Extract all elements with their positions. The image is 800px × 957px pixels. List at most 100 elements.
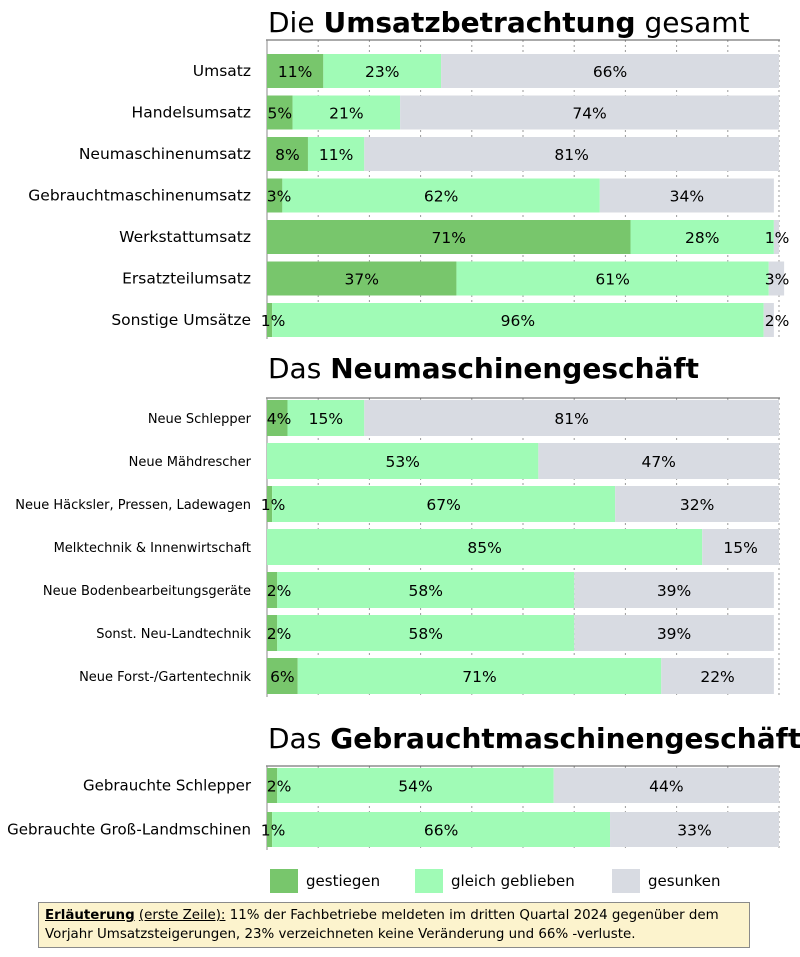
category-label: Melktechnik & Innenwirtschaft: [54, 541, 251, 556]
category-label: Gebrauchte Schlepper: [83, 777, 252, 795]
category-label: Neue Häcksler, Pressen, Ladewagen: [15, 498, 251, 513]
bar-segment-increased: [267, 137, 308, 171]
category-label: Werkstattumsatz: [119, 228, 251, 246]
category-label: Neue Forst-/Gartentechnik: [79, 670, 251, 685]
data-label: 15%: [723, 539, 757, 557]
bar-segment-increased: [267, 486, 273, 522]
bar-segment-increased: [267, 615, 278, 651]
bar-segment-same: [272, 812, 611, 847]
category-label: Sonstige Umsätze: [111, 311, 251, 329]
bar-segment-increased: [267, 400, 288, 436]
data-label: 1%: [765, 229, 790, 247]
category-label: Neue Mähdrescher: [129, 455, 252, 470]
data-label: 11%: [278, 63, 312, 81]
bar-segment-decreased: [661, 658, 774, 694]
legend-swatch-increased: [270, 869, 298, 893]
data-label: 2%: [267, 778, 292, 796]
category-label: Neumaschinenumsatz: [79, 145, 251, 163]
bar-segment-increased: [267, 178, 283, 213]
data-label: 11%: [319, 146, 353, 164]
data-label: 53%: [385, 453, 419, 471]
bar-segment-decreased: [400, 95, 779, 130]
data-label: 32%: [680, 496, 714, 514]
category-label: Sonst. Neu-Landtechnik: [96, 627, 251, 642]
bar-segment-decreased: [763, 303, 774, 337]
data-label: 39%: [657, 625, 691, 643]
data-label: 54%: [398, 778, 432, 796]
bar-segment-increased: [267, 572, 278, 608]
category-label: Neue Bodenbearbeitungsgeräte: [43, 584, 251, 599]
category-label: Neue Schlepper: [148, 412, 252, 427]
bar-segment-same: [267, 443, 539, 479]
bar-segment-decreased: [538, 443, 779, 479]
data-label: 2%: [267, 625, 292, 643]
legend-swatch-decreased: [612, 869, 640, 893]
bar-segment-same: [292, 95, 401, 130]
data-label: 47%: [641, 453, 675, 471]
data-label: 74%: [572, 105, 606, 123]
data-label: 3%: [267, 188, 292, 206]
legend-label-same: gleich geblieben: [451, 872, 575, 890]
category-label: Umsatz: [193, 62, 251, 80]
bar-segment-same: [277, 768, 554, 803]
data-label: 2%: [267, 582, 292, 600]
bar-segment-same: [307, 137, 365, 171]
data-label: 21%: [329, 105, 363, 123]
bar-segment-decreased: [553, 768, 779, 803]
category-label: Gebrauchte Groß-Landmschinen: [7, 821, 251, 839]
data-label: 1%: [261, 312, 286, 330]
legend-label-decreased: gesunken: [648, 872, 721, 890]
legend-swatch-same: [415, 869, 443, 893]
data-label: 28%: [685, 229, 719, 247]
bar-segment-same: [267, 529, 703, 565]
bar-segment-increased: [267, 812, 273, 847]
bar-segment-decreased: [364, 137, 779, 171]
note-heading: Erläuterung: [45, 908, 135, 923]
category-label: Handelsumsatz: [132, 104, 251, 122]
data-label: 96%: [501, 312, 535, 330]
data-label: 5%: [268, 105, 293, 123]
bar-segment-increased: [267, 261, 457, 296]
bar-segment-decreased: [702, 529, 779, 565]
data-label: 4%: [267, 410, 292, 428]
bar-segment-decreased: [574, 615, 774, 651]
bar-segment-same: [277, 615, 575, 651]
data-label: 67%: [426, 496, 460, 514]
bar-segment-same: [272, 303, 764, 337]
bar-segment-same: [456, 261, 769, 296]
note-text: 11% der Fachbetriebe meldeten im dritten…: [45, 908, 719, 942]
data-label: 85%: [467, 539, 501, 557]
data-label: 81%: [554, 146, 588, 164]
bar-segment-same: [323, 54, 442, 88]
legend-item-decreased: gesunken: [612, 868, 720, 894]
bar-segment-increased: [267, 658, 298, 694]
bar-segment-same: [272, 486, 616, 522]
bar-segment-increased: [267, 768, 278, 803]
data-label: 44%: [649, 778, 683, 796]
data-label: 37%: [344, 271, 378, 289]
data-label: 61%: [595, 271, 629, 289]
bar-segment-decreased: [610, 812, 779, 847]
data-label: 3%: [765, 271, 790, 289]
legend-item-increased: gestiegen: [270, 868, 380, 894]
bar-segment-same: [282, 178, 600, 213]
category-label: Ersatzteilumsatz: [122, 270, 251, 288]
data-label: 34%: [670, 188, 704, 206]
bar-segment-same: [287, 400, 365, 436]
section-title-umsatz: Die Umsatzbetrachtung gesamt: [268, 6, 750, 39]
data-label: 1%: [261, 496, 286, 514]
bar-segment-increased: [267, 95, 293, 130]
bar-segment-increased: [267, 220, 631, 254]
note-paren: (erste Zeile):: [138, 908, 226, 923]
data-label: 1%: [261, 822, 286, 840]
bar-segment-decreased: [615, 486, 779, 522]
bar-segment-increased: [267, 303, 273, 337]
data-label: 62%: [424, 188, 458, 206]
data-label: 58%: [408, 582, 442, 600]
bar-segment-same: [277, 572, 575, 608]
data-label: 2%: [765, 312, 790, 330]
bar-segment-decreased: [773, 220, 779, 254]
data-label: 66%: [593, 63, 627, 81]
